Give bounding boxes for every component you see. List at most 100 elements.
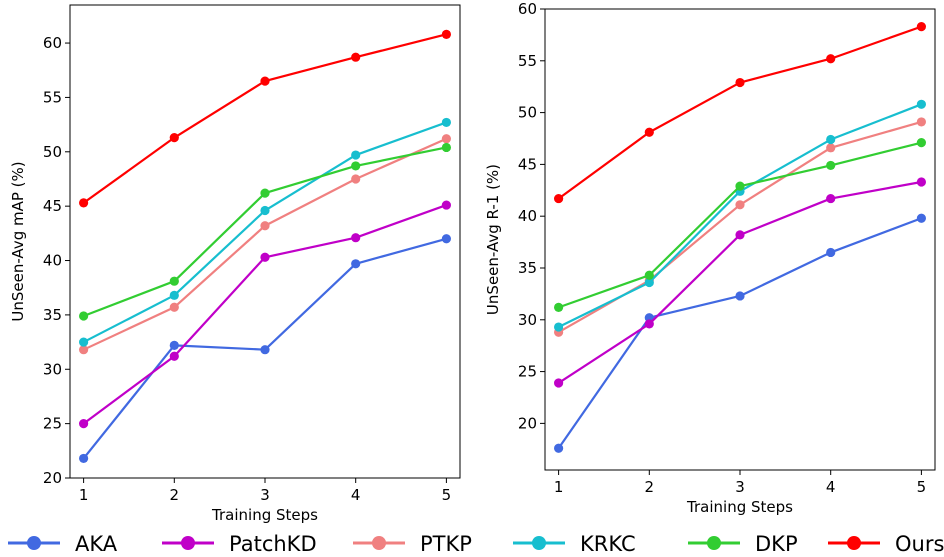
legend-label: Ours xyxy=(895,532,944,556)
y-tick-label: 30 xyxy=(518,311,537,329)
y-tick-label: 50 xyxy=(43,143,62,161)
series-krkc xyxy=(554,99,926,332)
data-point-patchkd xyxy=(169,351,179,361)
data-point-patchkd xyxy=(826,193,836,204)
data-point-aka xyxy=(260,345,270,355)
data-point-ours xyxy=(441,29,451,39)
data-point-aka xyxy=(351,259,361,269)
legend-swatch-marker xyxy=(27,536,41,550)
data-point-patchkd xyxy=(79,419,89,429)
y-tick-label: 45 xyxy=(43,197,62,215)
series-line-dkp xyxy=(558,141,922,309)
plot-frame xyxy=(69,4,461,479)
data-point-patchkd xyxy=(441,200,451,210)
data-point-patchkd xyxy=(644,319,654,329)
data-point-ptkp xyxy=(260,221,270,231)
y-tick-label: 60 xyxy=(43,34,62,52)
x-axis-title: Training Steps xyxy=(211,506,318,524)
y-tick-label: 40 xyxy=(43,252,62,270)
data-point-ours xyxy=(169,133,179,143)
y-tick-label: 55 xyxy=(518,52,537,70)
legend-item-patchkd: PatchKD xyxy=(162,532,317,556)
legend-swatch-marker xyxy=(372,536,386,550)
legend-item-aka: AKA xyxy=(8,532,118,556)
x-axis-title: Training Steps xyxy=(686,498,793,516)
legend: AKA PatchKD PTKP KRKC DKP Ours xyxy=(8,532,944,556)
y-tick-label: 20 xyxy=(43,469,62,487)
data-point-patchkd xyxy=(260,252,270,262)
series-ours xyxy=(79,29,451,208)
y-tick-label: 50 xyxy=(518,104,537,122)
legend-item-dkp: DKP xyxy=(688,532,798,556)
data-point-aka xyxy=(826,247,836,258)
series-line-dkp xyxy=(83,146,447,318)
y-tick-label: 20 xyxy=(518,414,537,432)
legend-swatch-marker xyxy=(707,536,721,550)
legend-item-ours: Ours xyxy=(828,532,944,556)
series-aka xyxy=(554,213,926,453)
data-point-krkc xyxy=(351,150,361,160)
data-point-krkc xyxy=(554,322,564,332)
data-point-ours xyxy=(79,198,89,208)
series-patchkd xyxy=(554,177,926,388)
x-tick-label: 4 xyxy=(826,478,836,496)
legend-label: PTKP xyxy=(420,532,472,556)
data-point-patchkd xyxy=(554,378,564,388)
data-point-krkc xyxy=(169,290,179,300)
data-point-patchkd xyxy=(916,177,926,187)
data-point-dkp xyxy=(441,142,451,153)
y-tick-label: 25 xyxy=(518,363,537,381)
data-point-dkp xyxy=(260,188,270,198)
x-tick-label: 3 xyxy=(735,478,745,496)
legend-swatch-marker xyxy=(847,536,861,550)
data-point-dkp xyxy=(916,138,926,148)
series-patchkd xyxy=(79,200,451,429)
series-ptkp xyxy=(79,134,451,355)
x-tick-label: 3 xyxy=(260,486,270,504)
data-point-krkc xyxy=(260,205,270,216)
y-tick-label: 55 xyxy=(43,88,62,106)
data-point-ptkp xyxy=(169,302,179,312)
series-line-patchkd xyxy=(557,180,922,384)
legend-label: DKP xyxy=(755,532,798,556)
data-point-ptkp xyxy=(826,143,836,153)
data-point-ours xyxy=(916,22,926,32)
y-tick-label: 30 xyxy=(43,360,62,378)
data-point-ptkp xyxy=(351,174,361,184)
x-tick-label: 5 xyxy=(442,486,452,504)
data-point-aka xyxy=(79,453,89,464)
data-point-ours xyxy=(351,52,361,62)
x-tick-label: 2 xyxy=(170,486,180,504)
series-dkp xyxy=(554,138,926,312)
legend-item-krkc: KRKC xyxy=(513,532,636,556)
legend-swatch-marker xyxy=(181,536,195,550)
series-line-ours xyxy=(557,25,922,200)
y-tick-label: 45 xyxy=(518,155,537,173)
data-point-ours xyxy=(826,54,836,64)
series-line-ptkp xyxy=(83,137,447,351)
data-point-aka xyxy=(169,340,179,350)
x-tick-label: 5 xyxy=(917,478,927,496)
data-point-dkp xyxy=(735,181,745,191)
data-point-krkc xyxy=(826,134,836,145)
series-aka xyxy=(79,234,451,464)
data-point-krkc xyxy=(79,337,89,347)
y-tick-label: 35 xyxy=(43,306,62,324)
series-ours xyxy=(554,22,926,204)
data-point-krkc xyxy=(916,99,926,109)
data-point-ptkp xyxy=(916,117,926,127)
series-line-krkc xyxy=(83,121,447,344)
legend-label: PatchKD xyxy=(229,532,317,556)
data-point-ours xyxy=(260,76,270,86)
legend-label: AKA xyxy=(75,532,118,556)
y-tick-label: 60 xyxy=(518,0,537,18)
legend-item-ptkp: PTKP xyxy=(353,532,472,556)
y-tick-label: 25 xyxy=(43,415,62,433)
data-point-dkp xyxy=(644,270,654,280)
data-point-krkc xyxy=(441,117,451,128)
data-point-dkp xyxy=(79,311,89,321)
data-point-ours xyxy=(735,77,745,88)
